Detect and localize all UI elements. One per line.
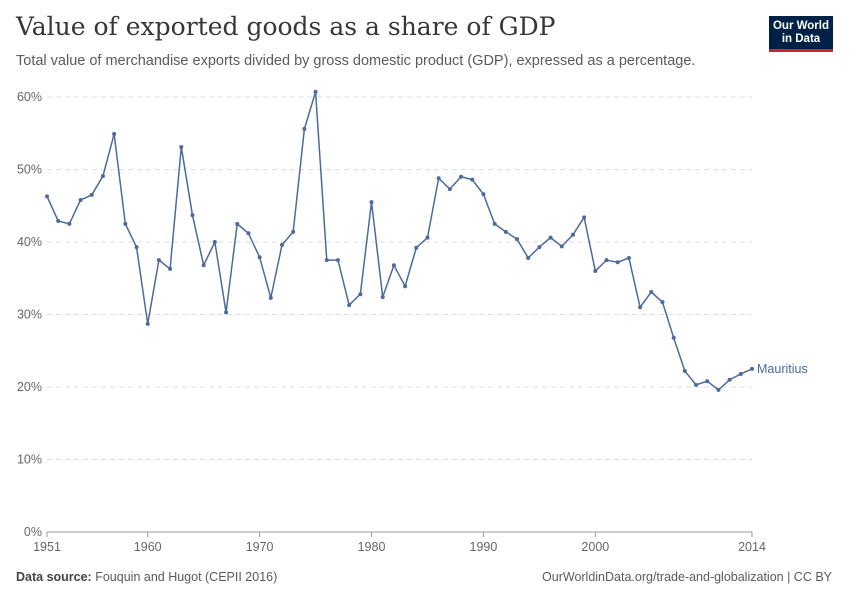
data-point	[190, 213, 195, 218]
data-point	[268, 295, 273, 300]
x-tick-label: 1970	[246, 540, 274, 554]
data-point	[705, 379, 710, 384]
y-tick-label: 10%	[17, 453, 42, 467]
data-point	[56, 218, 61, 223]
y-tick-label: 0%	[24, 525, 42, 539]
data-point	[403, 284, 408, 289]
data-point	[212, 240, 217, 244]
data-point	[459, 174, 464, 179]
data-point	[45, 194, 49, 199]
data-point	[470, 177, 475, 182]
data-point	[559, 244, 564, 249]
footer-link[interactable]: OurWorldinData.org/trade-and-globalizati…	[542, 570, 832, 584]
x-tick-label: 1951	[33, 540, 61, 554]
data-point	[235, 221, 240, 226]
data-point	[145, 321, 150, 326]
data-point	[738, 371, 743, 376]
data-point	[89, 192, 94, 197]
data-point	[313, 89, 318, 94]
data-point	[750, 366, 754, 371]
data-point	[671, 335, 676, 340]
owid-logo[interactable]: Our World in Data	[769, 16, 833, 52]
data-point	[280, 242, 284, 247]
data-point	[335, 258, 340, 263]
data-point	[179, 145, 184, 150]
data-point	[727, 377, 732, 382]
data-point	[369, 200, 374, 205]
data-point	[67, 221, 72, 226]
data-point	[391, 263, 396, 268]
data-point	[548, 235, 553, 240]
logo-text: Our World in Data	[772, 20, 829, 45]
data-point	[100, 174, 105, 179]
data-point	[716, 387, 721, 392]
data-point	[78, 197, 83, 202]
data-point	[515, 237, 519, 242]
data-point	[324, 258, 329, 263]
data-point	[570, 232, 575, 237]
data-point	[481, 192, 486, 197]
x-tick-label: 2014	[738, 540, 766, 554]
data-point	[291, 229, 296, 234]
data-point	[660, 300, 665, 305]
data-point	[582, 215, 587, 220]
data-point	[134, 245, 139, 250]
data-point	[156, 258, 161, 263]
data-point	[112, 131, 117, 136]
data-point	[615, 260, 620, 265]
data-point	[492, 221, 497, 226]
chart-subtitle: Total value of merchandise exports divid…	[16, 53, 696, 69]
y-tick-label: 40%	[17, 235, 42, 249]
y-tick-label: 20%	[17, 380, 42, 394]
data-point	[123, 221, 128, 226]
data-point	[302, 126, 307, 131]
chart-title: Value of exported goods as a share of GD…	[16, 12, 556, 41]
data-point	[358, 292, 363, 297]
data-point	[436, 176, 441, 181]
series-label: Mauritius	[757, 362, 808, 376]
data-point	[414, 245, 419, 250]
x-tick-label: 1960	[134, 540, 162, 554]
data-point	[168, 266, 173, 271]
data-point	[604, 258, 609, 263]
data-point	[380, 295, 385, 300]
data-point	[593, 269, 598, 273]
data-point	[425, 235, 430, 240]
source-label: Data source:	[16, 570, 92, 584]
y-tick-label: 50%	[17, 163, 42, 177]
data-point	[347, 303, 352, 308]
x-tick-label: 1980	[358, 540, 386, 554]
data-point	[526, 255, 531, 260]
data-point	[224, 310, 229, 315]
data-point	[246, 231, 251, 236]
x-tick-label: 2000	[581, 540, 609, 554]
data-point	[201, 263, 206, 268]
data-point	[447, 187, 452, 192]
data-point	[257, 255, 262, 260]
data-point	[503, 229, 508, 234]
y-tick-label: 60%	[17, 90, 42, 104]
data-source: Data source: Fouquin and Hugot (CEPII 20…	[16, 570, 277, 584]
data-point	[694, 382, 699, 387]
data-point	[537, 245, 542, 250]
y-tick-label: 30%	[17, 308, 42, 322]
data-point	[626, 255, 631, 260]
series-line	[46, 91, 753, 391]
data-point	[638, 305, 643, 310]
source-text[interactable]: Fouquin and Hugot (CEPII 2016)	[95, 570, 278, 584]
x-tick-label: 1990	[470, 540, 498, 554]
data-point	[682, 369, 687, 374]
data-point	[649, 290, 654, 295]
